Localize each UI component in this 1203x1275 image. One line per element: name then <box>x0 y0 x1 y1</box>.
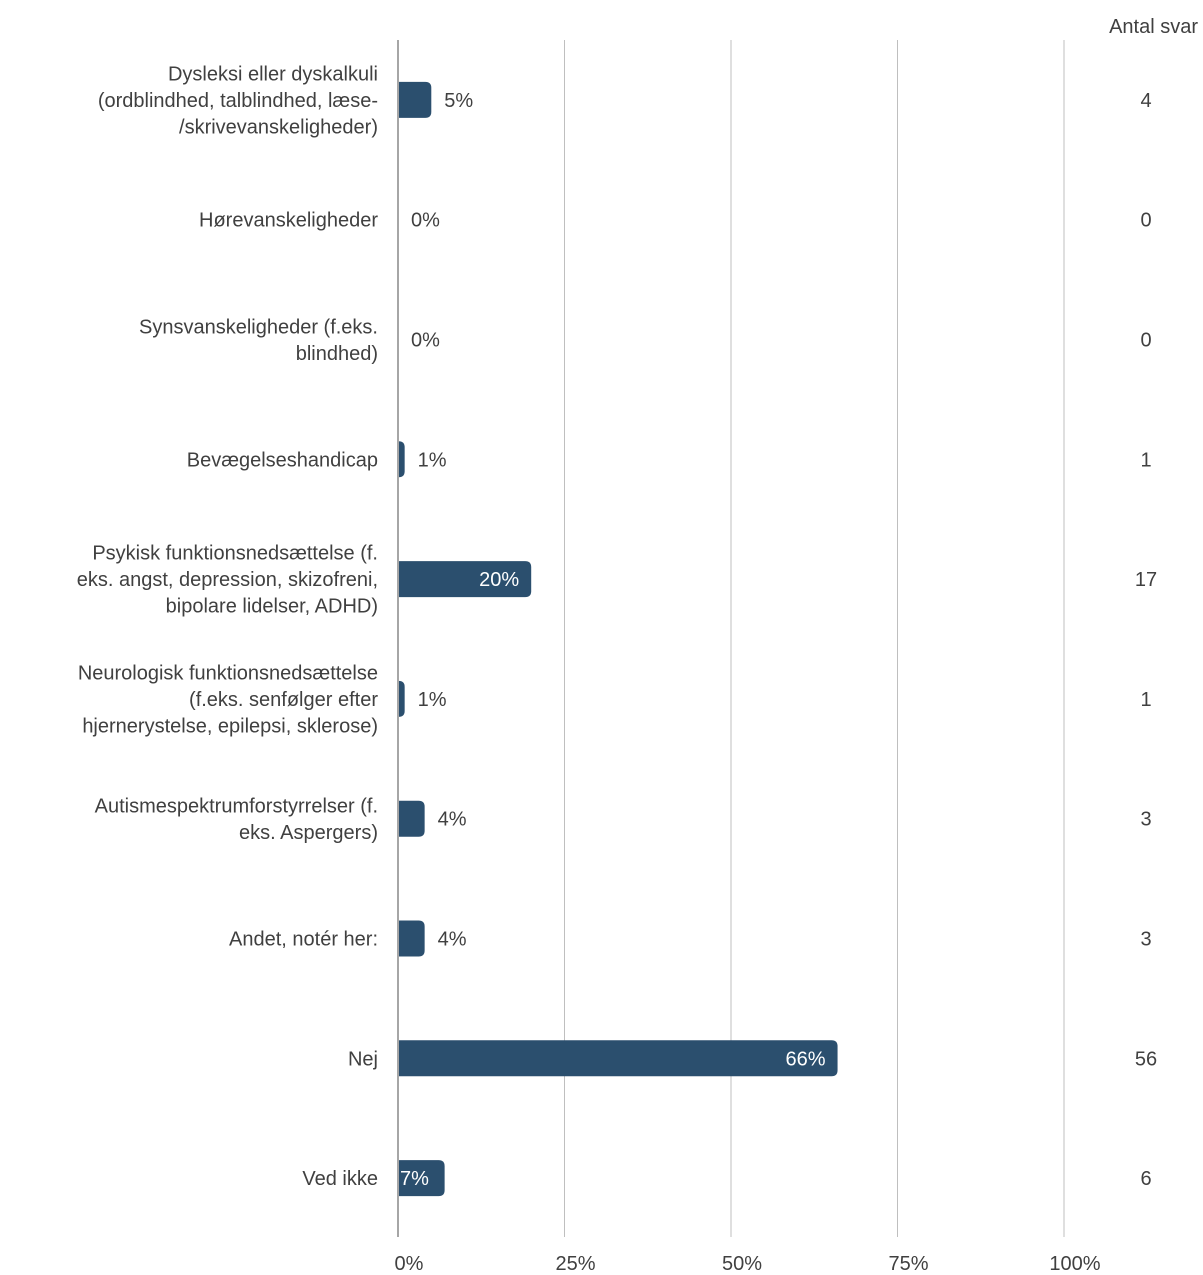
category-label-line: Autismespektrumforstyrrelser (f. <box>95 795 378 817</box>
category-label-line: Nej <box>348 1048 378 1070</box>
category-label-line: blindhed) <box>296 343 378 365</box>
x-tick-label: 100% <box>1049 1253 1100 1275</box>
value-label: 4% <box>438 809 467 831</box>
value-label: 0% <box>411 330 440 352</box>
count-value: 0 <box>1140 210 1151 232</box>
gridlines <box>564 40 1065 1237</box>
value-label: 7% <box>400 1168 429 1190</box>
count-value: 17 <box>1135 569 1157 591</box>
count-value: 56 <box>1135 1048 1157 1070</box>
category-label-line: Andet, notér her: <box>229 929 378 951</box>
category-label: Hørevanskeligheder <box>199 210 378 232</box>
bar <box>398 920 425 957</box>
x-tick-label: 75% <box>888 1253 928 1275</box>
value-label: 20% <box>479 569 519 591</box>
category-label-line: Bevægelseshandicap <box>187 449 378 471</box>
x-axis: 0% 25% 50% 75% 100% <box>395 40 1101 1275</box>
category-label-line: Dysleksi eller dyskalkuli <box>168 63 378 85</box>
category-label-line: Neurologisk funktionsnedsættelse <box>78 662 378 684</box>
category-label-line: eks. angst, depression, skizofreni, <box>77 569 378 591</box>
count-column: Antal svar 4 0 0 1 17 1 3 3 56 6 <box>1109 16 1198 1190</box>
bar <box>398 1160 445 1197</box>
category-label-line: /skrivevanskeligheder) <box>179 116 378 138</box>
category-label-line: (f.eks. senfølger efter <box>189 689 378 711</box>
category-label-line: Ved ikke <box>302 1168 378 1190</box>
category-label: Andet, notér her: <box>229 929 378 951</box>
category-label-line: Psykisk funktionsnedsættelse (f. <box>92 543 378 565</box>
category-labels: Dysleksi eller dyskalkuli (ordblindhed, t… <box>77 63 379 1190</box>
category-label: Ved ikke <box>302 1168 378 1190</box>
value-label: 1% <box>418 689 447 711</box>
bar <box>398 81 432 118</box>
count-value: 1 <box>1140 689 1151 711</box>
value-label: 1% <box>418 449 447 471</box>
count-value: 1 <box>1140 449 1151 471</box>
bar <box>398 800 425 837</box>
value-label: 5% <box>444 90 473 112</box>
count-column-header: Antal svar <box>1109 16 1198 38</box>
category-label-line: (ordblindhed, talblindhed, læse- <box>98 90 378 112</box>
value-label: 4% <box>438 929 467 951</box>
x-tick-label: 50% <box>722 1253 762 1275</box>
x-tick-label: 0% <box>395 1253 424 1275</box>
x-tick-label: 25% <box>555 1253 595 1275</box>
bar <box>398 561 532 598</box>
count-value: 3 <box>1140 809 1151 831</box>
category-label: Psykisk funktionsnedsættelse (f. eks. ang… <box>77 543 378 618</box>
bar <box>398 680 405 717</box>
bars <box>398 81 838 1197</box>
category-label-line: Synsvanskeligheder (f.eks. <box>139 316 378 338</box>
count-value: 6 <box>1140 1168 1151 1190</box>
category-label: Bevægelseshandicap <box>187 449 378 471</box>
value-labels: 5% 0% 0% 1% 20% 1% 4% 4% 66% 7% <box>400 90 826 1190</box>
count-value: 0 <box>1140 330 1151 352</box>
category-label-line: hjernerystelse, epilepsi, sklerose) <box>82 715 378 737</box>
value-label: 0% <box>411 210 440 232</box>
category-label: Neurologisk funktionsnedsættelse (f.eks. … <box>78 662 378 737</box>
category-label-line: bipolare lidelser, ADHD) <box>166 596 378 618</box>
category-label-line: eks. Aspergers) <box>239 822 378 844</box>
category-label: Autismespektrumforstyrrelser (f. eks. Asp… <box>95 795 378 844</box>
value-label: 66% <box>786 1048 826 1070</box>
count-value: 3 <box>1140 929 1151 951</box>
bar <box>398 441 405 478</box>
category-label: Synsvanskeligheder (f.eks. blindhed) <box>139 316 378 365</box>
count-value: 4 <box>1140 90 1151 112</box>
category-label-line: Hørevanskeligheder <box>199 210 378 232</box>
bar <box>398 1040 838 1077</box>
category-label: Dysleksi eller dyskalkuli (ordblindhed, t… <box>98 63 378 138</box>
category-label: Nej <box>348 1048 378 1070</box>
